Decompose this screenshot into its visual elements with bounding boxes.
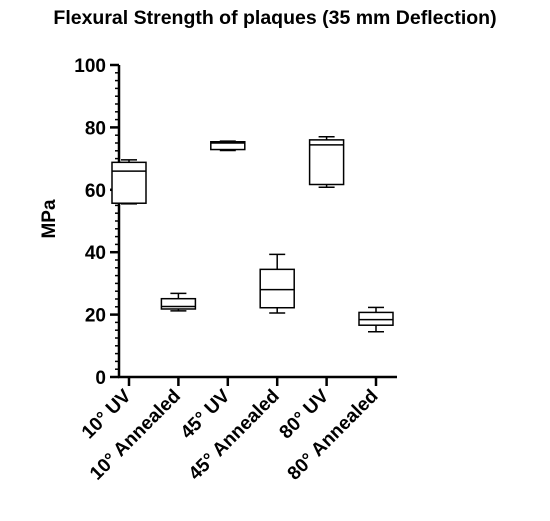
y-tick-label: 100 [74, 56, 106, 77]
box-4 [259, 253, 295, 314]
box-6 [358, 306, 394, 333]
iqr-box [210, 141, 246, 151]
iqr-box [308, 139, 345, 186]
y-tick-label: 80 [85, 118, 106, 139]
box-series [111, 136, 394, 333]
y-tick-label: 60 [85, 181, 106, 202]
box-2 [160, 292, 197, 312]
iqr-box [160, 297, 197, 310]
y-tick-label: 20 [85, 306, 106, 327]
box-5 [308, 136, 345, 189]
y-tick-label: 0 [95, 368, 106, 389]
iqr-box [259, 268, 295, 309]
axes: 0 20 40 60 80 100 [74, 56, 397, 389]
y-axis-label: MPa [39, 199, 60, 239]
iqr-box [358, 311, 394, 326]
box-3 [210, 140, 246, 152]
y-tick-label: 40 [85, 243, 106, 264]
chart-title: Flexural Strength of plaques (35 mm Defl… [53, 7, 496, 29]
box-1 [111, 159, 147, 205]
iqr-box [111, 161, 147, 204]
